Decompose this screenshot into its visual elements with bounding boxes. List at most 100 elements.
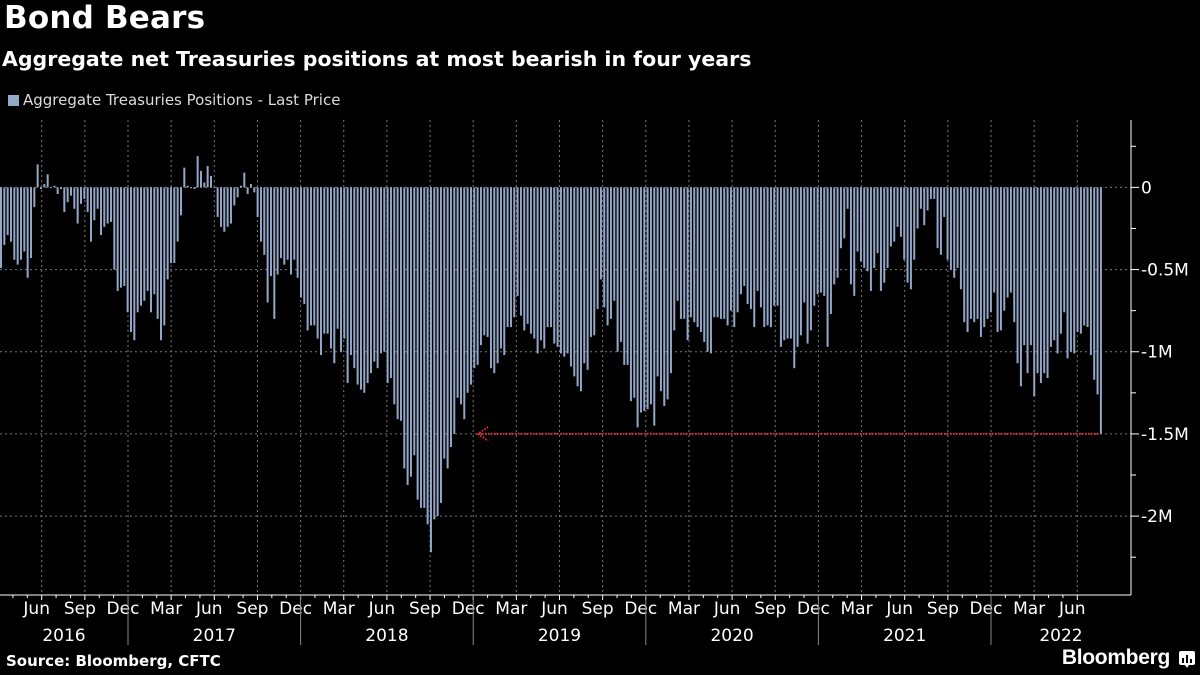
bar bbox=[949, 187, 952, 270]
bar bbox=[863, 187, 866, 268]
bar bbox=[83, 187, 86, 199]
bar bbox=[316, 187, 319, 339]
bar bbox=[866, 187, 869, 272]
bar bbox=[39, 187, 42, 190]
bar bbox=[993, 187, 996, 293]
bar bbox=[889, 187, 892, 247]
bar bbox=[69, 187, 72, 196]
x-month-label: Dec bbox=[970, 599, 1003, 619]
bar bbox=[543, 187, 546, 349]
legend-swatch bbox=[8, 94, 19, 106]
bar bbox=[723, 187, 726, 319]
bar bbox=[783, 187, 786, 341]
bar bbox=[489, 187, 492, 369]
bar bbox=[513, 187, 516, 318]
bar bbox=[613, 187, 616, 301]
bar bbox=[179, 187, 182, 216]
bar bbox=[86, 187, 89, 213]
x-year-label: 2022 bbox=[1039, 626, 1082, 646]
bar bbox=[749, 187, 752, 310]
bar bbox=[393, 187, 396, 405]
bar bbox=[466, 187, 469, 393]
bar bbox=[553, 187, 556, 344]
bar bbox=[219, 187, 222, 227]
bar bbox=[1073, 187, 1076, 354]
bar bbox=[596, 187, 599, 310]
bar bbox=[996, 187, 999, 333]
bar bbox=[859, 187, 862, 262]
bar bbox=[9, 187, 12, 242]
bar bbox=[353, 187, 356, 369]
bar bbox=[1006, 187, 1009, 298]
bar bbox=[599, 187, 602, 280]
bar bbox=[1079, 187, 1082, 334]
bar bbox=[779, 187, 782, 347]
bar bbox=[603, 187, 606, 308]
bar bbox=[849, 187, 852, 285]
bar bbox=[1069, 187, 1072, 352]
bar bbox=[439, 187, 442, 503]
bar bbox=[419, 187, 422, 508]
bar bbox=[763, 187, 766, 328]
bar bbox=[923, 187, 926, 226]
x-year-label: 2019 bbox=[538, 626, 581, 646]
bar bbox=[206, 166, 209, 188]
bar bbox=[16, 187, 19, 265]
bar bbox=[309, 187, 312, 326]
bar bbox=[253, 187, 256, 193]
bar bbox=[539, 187, 542, 341]
chart-subtitle: Aggregate net Treasuries positions at mo… bbox=[2, 47, 752, 71]
bar bbox=[486, 187, 489, 337]
x-month-label: Dec bbox=[624, 599, 657, 619]
bar bbox=[413, 187, 416, 456]
bar bbox=[716, 187, 719, 318]
x-year-label: 2017 bbox=[193, 626, 236, 646]
bar bbox=[469, 187, 472, 385]
bar bbox=[679, 187, 682, 319]
bar bbox=[409, 187, 412, 477]
bar bbox=[719, 187, 722, 319]
bar bbox=[1023, 187, 1026, 346]
bar bbox=[506, 187, 509, 328]
bar bbox=[423, 187, 426, 508]
bar bbox=[43, 184, 46, 188]
bar bbox=[203, 182, 206, 188]
bar bbox=[1096, 187, 1099, 395]
bar bbox=[63, 187, 66, 213]
bar bbox=[706, 187, 709, 352]
bar bbox=[796, 187, 799, 347]
bar bbox=[929, 187, 932, 199]
bloomberg-chart-icon bbox=[1179, 651, 1195, 668]
x-month-label: Sep bbox=[927, 599, 959, 619]
annotation bbox=[476, 426, 1101, 442]
bar bbox=[699, 187, 702, 333]
bar bbox=[373, 187, 376, 362]
bar bbox=[73, 187, 76, 209]
bar bbox=[773, 187, 776, 306]
bar bbox=[299, 187, 302, 298]
bar bbox=[916, 187, 919, 229]
bar bbox=[989, 187, 992, 313]
annotation-arrowhead-icon bbox=[476, 426, 489, 442]
bar bbox=[803, 187, 806, 303]
bar bbox=[733, 187, 736, 328]
bar bbox=[446, 187, 449, 469]
bar bbox=[1046, 187, 1049, 379]
x-month-label: Sep bbox=[236, 599, 268, 619]
bar bbox=[833, 187, 836, 285]
bar bbox=[869, 187, 872, 291]
bar bbox=[979, 187, 982, 337]
bar bbox=[289, 187, 292, 275]
bar bbox=[1026, 187, 1029, 374]
bar bbox=[23, 187, 26, 252]
y-tick-label: -1.5M bbox=[1141, 425, 1189, 445]
x-month-label: Mar bbox=[841, 599, 873, 619]
bar bbox=[913, 187, 916, 260]
bar bbox=[1053, 187, 1056, 341]
bar bbox=[463, 187, 466, 420]
bar bbox=[999, 187, 1002, 331]
bar bbox=[656, 187, 659, 377]
bar bbox=[789, 187, 792, 339]
bar bbox=[149, 187, 152, 313]
bar bbox=[269, 187, 272, 277]
